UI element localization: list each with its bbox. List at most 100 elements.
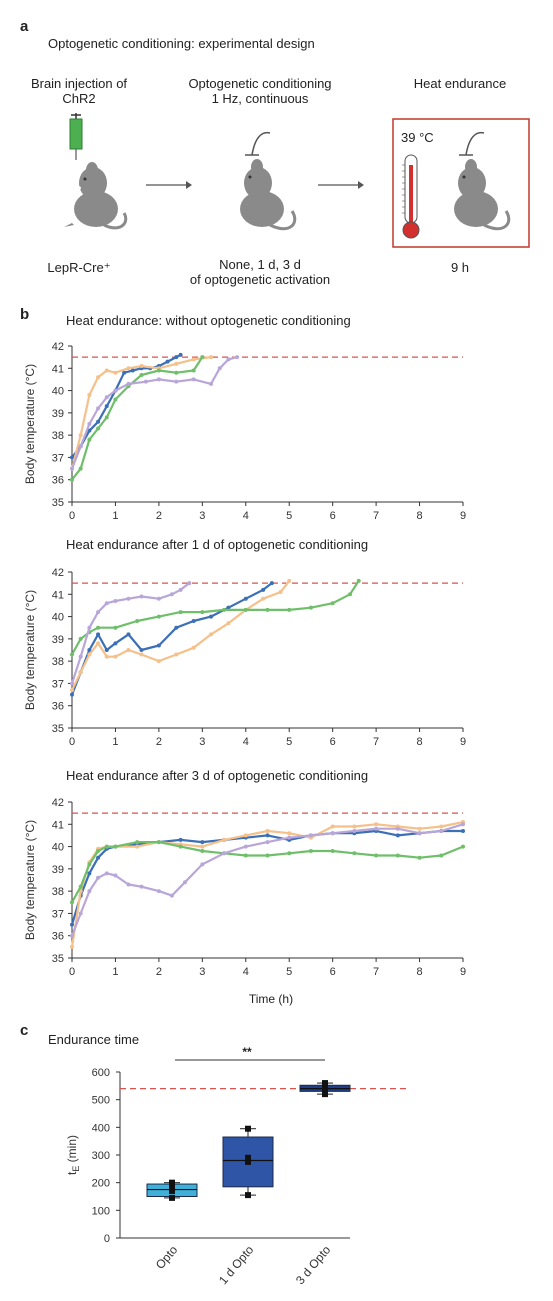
y-axis-label: Body temperature (°C): [23, 590, 37, 710]
x-tick-label: 8: [416, 510, 422, 522]
data-point: [265, 607, 270, 612]
data-point: [374, 826, 379, 831]
series-line: [70, 356, 238, 469]
data-point: [265, 853, 270, 858]
data-point: [113, 388, 118, 393]
data-point: [174, 652, 179, 657]
step1-title: Brain injection of ChR2: [30, 76, 128, 106]
data-point: [70, 466, 74, 471]
data-point: [330, 601, 335, 606]
data-point: [139, 648, 144, 652]
data-point: [178, 587, 183, 592]
y-tick-label: 39: [52, 408, 64, 420]
y-tick-label: 400: [92, 1122, 110, 1134]
data-point: [265, 840, 270, 845]
step2-title: Optogenetic conditioning 1 Hz, continuou…: [188, 76, 332, 106]
y-tick-label: 37: [52, 678, 64, 690]
data-point: [174, 355, 179, 360]
data-point: [78, 911, 83, 916]
data-point: [226, 357, 231, 362]
data-point: [417, 855, 422, 860]
data-point: [156, 614, 161, 619]
data-point: [96, 426, 101, 431]
data-point: [245, 1125, 251, 1132]
data-point: [156, 368, 161, 373]
data-point: [226, 605, 231, 610]
y-tick-label: 41: [52, 819, 64, 831]
data-point: [104, 404, 109, 409]
y-tick-label: 200: [92, 1178, 110, 1190]
x-tick-label: 7: [373, 736, 379, 748]
x-tick-label: 1: [112, 510, 118, 522]
data-point: [126, 648, 131, 652]
category-label: 3 d Opto: [293, 1243, 334, 1288]
category-label: 1 d Opto: [216, 1243, 257, 1288]
heat-chamber-box: [392, 118, 530, 248]
arrow-right-icon: [186, 181, 192, 189]
data-point: [178, 352, 183, 357]
y-tick-label: 600: [92, 1067, 110, 1079]
data-point: [417, 831, 422, 836]
series-line: [71, 580, 291, 691]
data-point: [143, 379, 148, 384]
y-tick-label: 35: [52, 723, 64, 735]
x-tick-label: 9: [460, 736, 466, 748]
y-tick-label: 42: [52, 567, 64, 579]
data-point: [113, 641, 118, 646]
data-point: [265, 833, 270, 838]
data-point: [322, 1084, 328, 1091]
data-point: [139, 372, 144, 377]
data-point: [78, 433, 83, 438]
chart3-title: Heat endurance after 3 d of optogenetic …: [66, 768, 369, 783]
step3-label: 9 h: [450, 260, 470, 275]
y-tick-label: 36: [52, 701, 64, 713]
mouse-icon: [64, 162, 128, 230]
data-point: [104, 601, 109, 606]
data-point: [156, 643, 161, 648]
panel-c-title: Endurance time: [48, 1032, 140, 1047]
x-tick-label: 0: [69, 510, 75, 522]
step2-label: None, 1 d, 3 d of optogenetic activation: [189, 257, 331, 287]
y-tick-label: 40: [52, 612, 64, 624]
data-point: [287, 607, 292, 612]
x-tick-label: 1: [112, 966, 118, 978]
y-tick-label: 35: [52, 953, 64, 965]
data-point: [174, 370, 179, 375]
data-point: [139, 364, 144, 369]
data-point: [200, 849, 205, 854]
data-point: [265, 828, 270, 833]
x-tick-label: 6: [330, 510, 336, 522]
data-point: [96, 855, 101, 860]
data-point: [135, 844, 140, 849]
data-point: [191, 357, 196, 362]
data-point: [78, 654, 83, 659]
data-point: [113, 397, 118, 402]
data-point: [70, 944, 74, 949]
data-point: [191, 368, 196, 373]
data-point: [200, 355, 205, 360]
y-axis-label: tE (min): [65, 1135, 81, 1175]
data-point: [87, 871, 92, 876]
data-point: [78, 466, 83, 471]
data-point: [96, 419, 101, 424]
data-point: [352, 828, 357, 833]
data-point: [96, 641, 101, 646]
y-tick-label: 37: [52, 908, 64, 920]
data-point: [113, 370, 118, 375]
x-tick-label: 0: [69, 966, 75, 978]
data-point: [70, 477, 74, 482]
data-point: [261, 596, 266, 601]
data-point: [104, 368, 109, 373]
data-point: [395, 826, 400, 831]
data-point: [113, 625, 118, 630]
data-point: [126, 366, 131, 371]
x-tick-label: 9: [460, 966, 466, 978]
data-point: [243, 596, 248, 601]
data-point: [209, 614, 214, 619]
data-point: [200, 840, 205, 845]
data-point: [96, 849, 101, 854]
data-point: [78, 444, 83, 449]
data-point: [200, 610, 205, 615]
endurance-box-plot: 0 100 200 300 400 500 600 tE (min) Opto 1 d Opto 3…: [65, 1059, 410, 1288]
panel-a-title: Optogenetic conditioning: experimental d…: [48, 36, 315, 51]
